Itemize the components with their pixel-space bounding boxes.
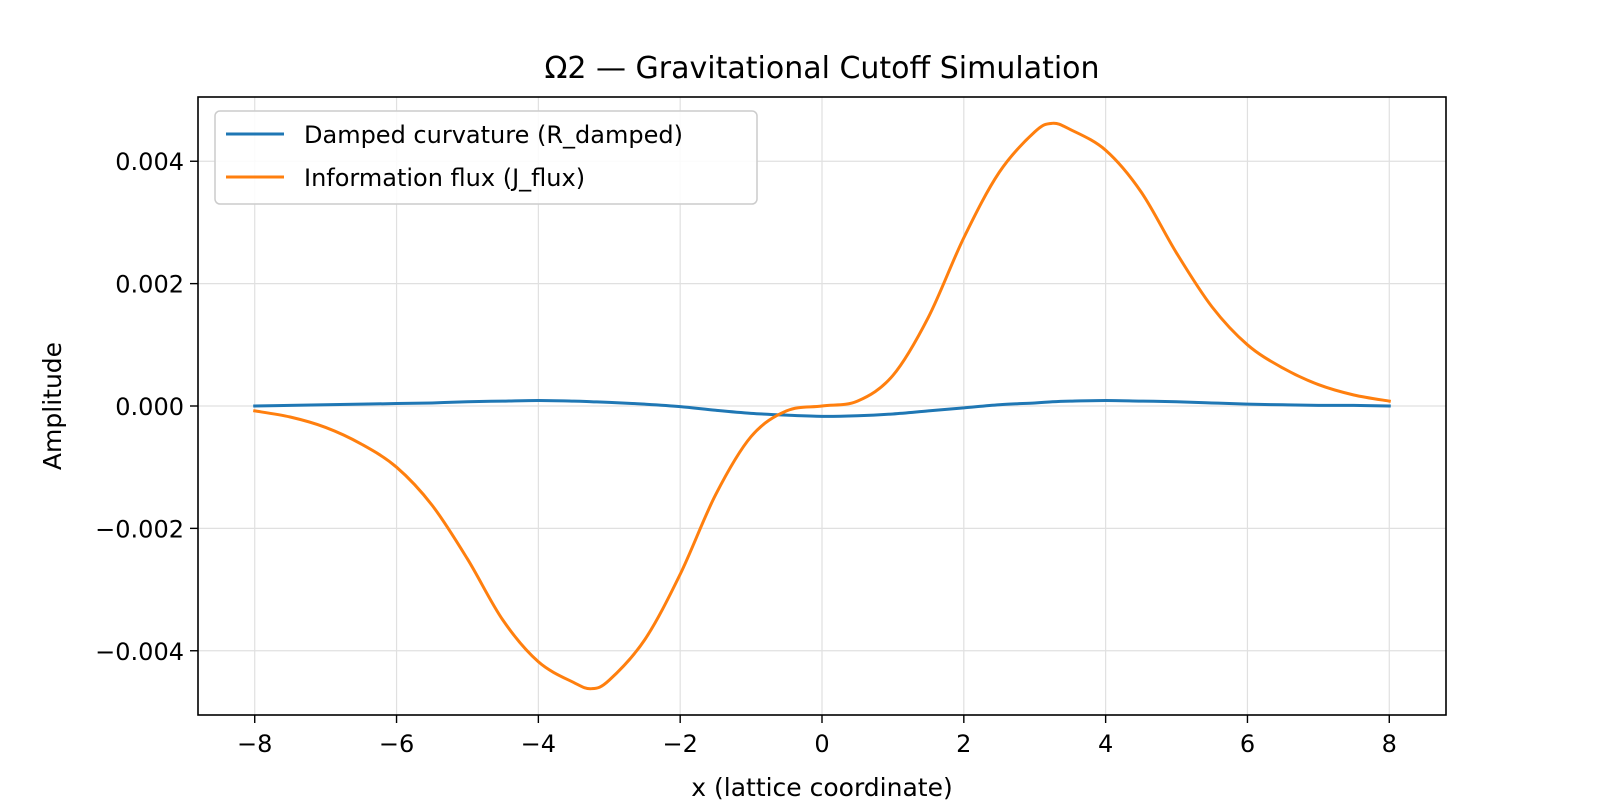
x-axis-label: x (lattice coordinate) xyxy=(691,773,952,800)
legend-label-information-flux: Information flux (J_flux) xyxy=(304,164,585,192)
series-line-damped-curvature xyxy=(253,398,1391,418)
x-tick-label: −2 xyxy=(662,730,697,758)
legend-frame xyxy=(214,110,758,205)
y-tick-label: −0.004 xyxy=(95,638,184,666)
legend-label-damped-curvature: Damped curvature (R_damped) xyxy=(304,121,683,149)
legend: Damped curvature (R_damped) Information … xyxy=(214,110,758,205)
series-line-information-flux xyxy=(252,121,1392,691)
x-tick-label: 8 xyxy=(1382,730,1397,758)
x-tick-label: 0 xyxy=(814,730,829,758)
y-tick-label: 0.004 xyxy=(115,148,184,176)
y-tick-label: 0.000 xyxy=(115,393,184,421)
x-tick-label: −4 xyxy=(521,730,556,758)
y-axis-label: Amplitude xyxy=(38,342,67,470)
x-tick-label: −8 xyxy=(237,730,272,758)
chart-title: Ω2 — Gravitational Cutoff Simulation xyxy=(544,51,1099,86)
y-tick-label: 0.002 xyxy=(115,271,184,299)
axis-ticks: −8 −6 −4 −2 0 2 4 6 8 −0.004 −0.002 0.000 0.002 0.004 xyxy=(95,148,1397,758)
x-tick-label: 6 xyxy=(1240,730,1255,758)
x-tick-label: 2 xyxy=(956,730,971,758)
series-lines xyxy=(252,121,1392,691)
x-tick-label: −6 xyxy=(379,730,414,758)
y-tick-label: −0.002 xyxy=(95,515,184,543)
x-tick-label: 4 xyxy=(1098,730,1113,758)
